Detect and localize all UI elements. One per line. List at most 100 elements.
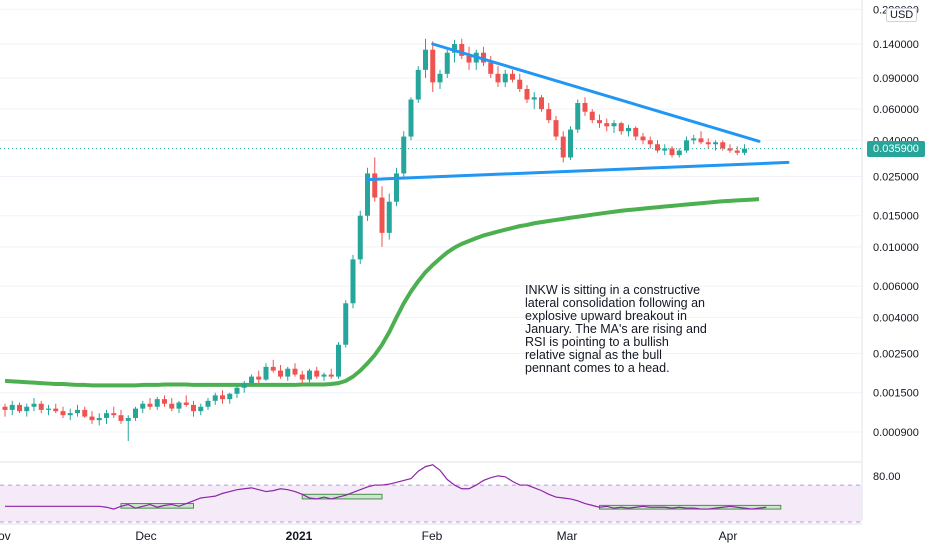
candles-layer <box>2 38 747 442</box>
candle <box>154 396 160 410</box>
candle-body <box>350 259 356 304</box>
candle-body <box>2 406 8 410</box>
candle <box>495 66 501 88</box>
candle <box>539 95 544 112</box>
candle <box>437 69 443 89</box>
candle <box>430 41 436 92</box>
candle-body <box>198 406 204 412</box>
candle-body <box>437 73 443 83</box>
candle <box>611 120 617 133</box>
candle <box>191 400 196 417</box>
candle <box>408 97 414 141</box>
candle-body <box>466 55 472 63</box>
candle-body <box>539 97 544 110</box>
candle <box>655 140 660 153</box>
candle-body <box>633 127 639 137</box>
candle <box>560 131 566 163</box>
candle-body <box>379 197 385 233</box>
candle <box>24 403 30 417</box>
candle-body <box>669 148 675 156</box>
candle <box>263 363 269 381</box>
candle <box>249 374 254 386</box>
candle <box>720 140 726 151</box>
candle-body <box>104 413 109 418</box>
candle <box>9 400 15 416</box>
candle <box>524 85 530 103</box>
candle <box>169 398 175 412</box>
candle-body <box>655 144 660 151</box>
candle <box>53 403 59 414</box>
candle-body <box>234 387 240 394</box>
candle-body <box>553 120 559 137</box>
candle-body <box>278 370 283 377</box>
candle <box>307 368 312 383</box>
candle <box>111 406 117 418</box>
candle <box>17 402 22 414</box>
candle-body <box>31 403 37 407</box>
price-tick-label: 0.140000 <box>873 39 919 51</box>
candle <box>633 126 639 141</box>
candle <box>597 114 602 128</box>
candle <box>234 385 240 399</box>
candle <box>285 366 291 381</box>
candle-body <box>589 111 595 121</box>
candle <box>575 99 581 133</box>
candle-body <box>9 404 15 410</box>
candle-body <box>60 411 66 416</box>
candle <box>705 138 711 149</box>
candle <box>365 167 370 222</box>
candle-body <box>691 138 697 141</box>
candle <box>176 400 182 414</box>
price-tick-label: 0.010000 <box>873 242 919 254</box>
candle-body <box>328 374 334 377</box>
candle <box>510 69 515 83</box>
candle <box>379 186 385 247</box>
candle <box>67 408 73 421</box>
rsi-line <box>5 464 767 510</box>
candle <box>31 398 37 412</box>
candle <box>618 121 624 135</box>
candle-body <box>444 52 450 74</box>
candle <box>553 115 559 141</box>
price-tick-label: 0.090000 <box>873 73 919 85</box>
candle <box>198 403 204 416</box>
candle-body <box>125 417 131 421</box>
candle-body <box>546 109 552 121</box>
candle-body <box>401 136 407 174</box>
price-tick-label: 0.025000 <box>873 171 919 183</box>
candle <box>488 55 494 78</box>
moving-average-line <box>4 197 760 388</box>
candle-body <box>24 406 30 412</box>
candle-body <box>220 395 225 400</box>
candle <box>582 97 588 116</box>
candle <box>162 395 167 407</box>
time-tick-label: Feb <box>422 529 443 543</box>
candle <box>278 365 283 379</box>
candle <box>212 392 218 405</box>
candle-body <box>502 73 508 83</box>
candle-body <box>568 129 573 158</box>
candle <box>292 363 298 377</box>
price-axis: 0.2200000.1400000.0900000.0600000.040000… <box>861 0 919 520</box>
candle-body <box>662 148 668 151</box>
candle <box>386 193 392 240</box>
candle-body <box>96 417 102 421</box>
candle-body <box>582 102 588 112</box>
candle <box>727 144 733 153</box>
candle <box>640 132 646 145</box>
candle <box>473 49 479 70</box>
candle-body <box>713 142 718 145</box>
candle <box>321 372 327 381</box>
candle <box>82 406 88 418</box>
annotation-line: January. The MA's are rising and <box>525 322 707 336</box>
candle-body <box>510 73 515 80</box>
candle <box>328 368 334 379</box>
candle-body <box>357 215 363 260</box>
candle-body <box>705 142 711 145</box>
annotation-line: INKW is sitting in a constructive <box>525 283 701 297</box>
candle <box>401 131 407 177</box>
candle <box>698 131 704 145</box>
candle <box>669 146 675 158</box>
candle-body <box>140 403 146 409</box>
candle <box>350 254 356 309</box>
